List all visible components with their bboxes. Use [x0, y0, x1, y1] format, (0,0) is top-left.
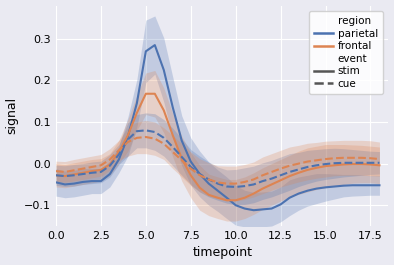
X-axis label: timepoint: timepoint: [192, 246, 252, 259]
Legend: region, parietal, frontal, event, stim, cue: region, parietal, frontal, event, stim, …: [309, 11, 383, 94]
Y-axis label: signal: signal: [6, 97, 19, 134]
